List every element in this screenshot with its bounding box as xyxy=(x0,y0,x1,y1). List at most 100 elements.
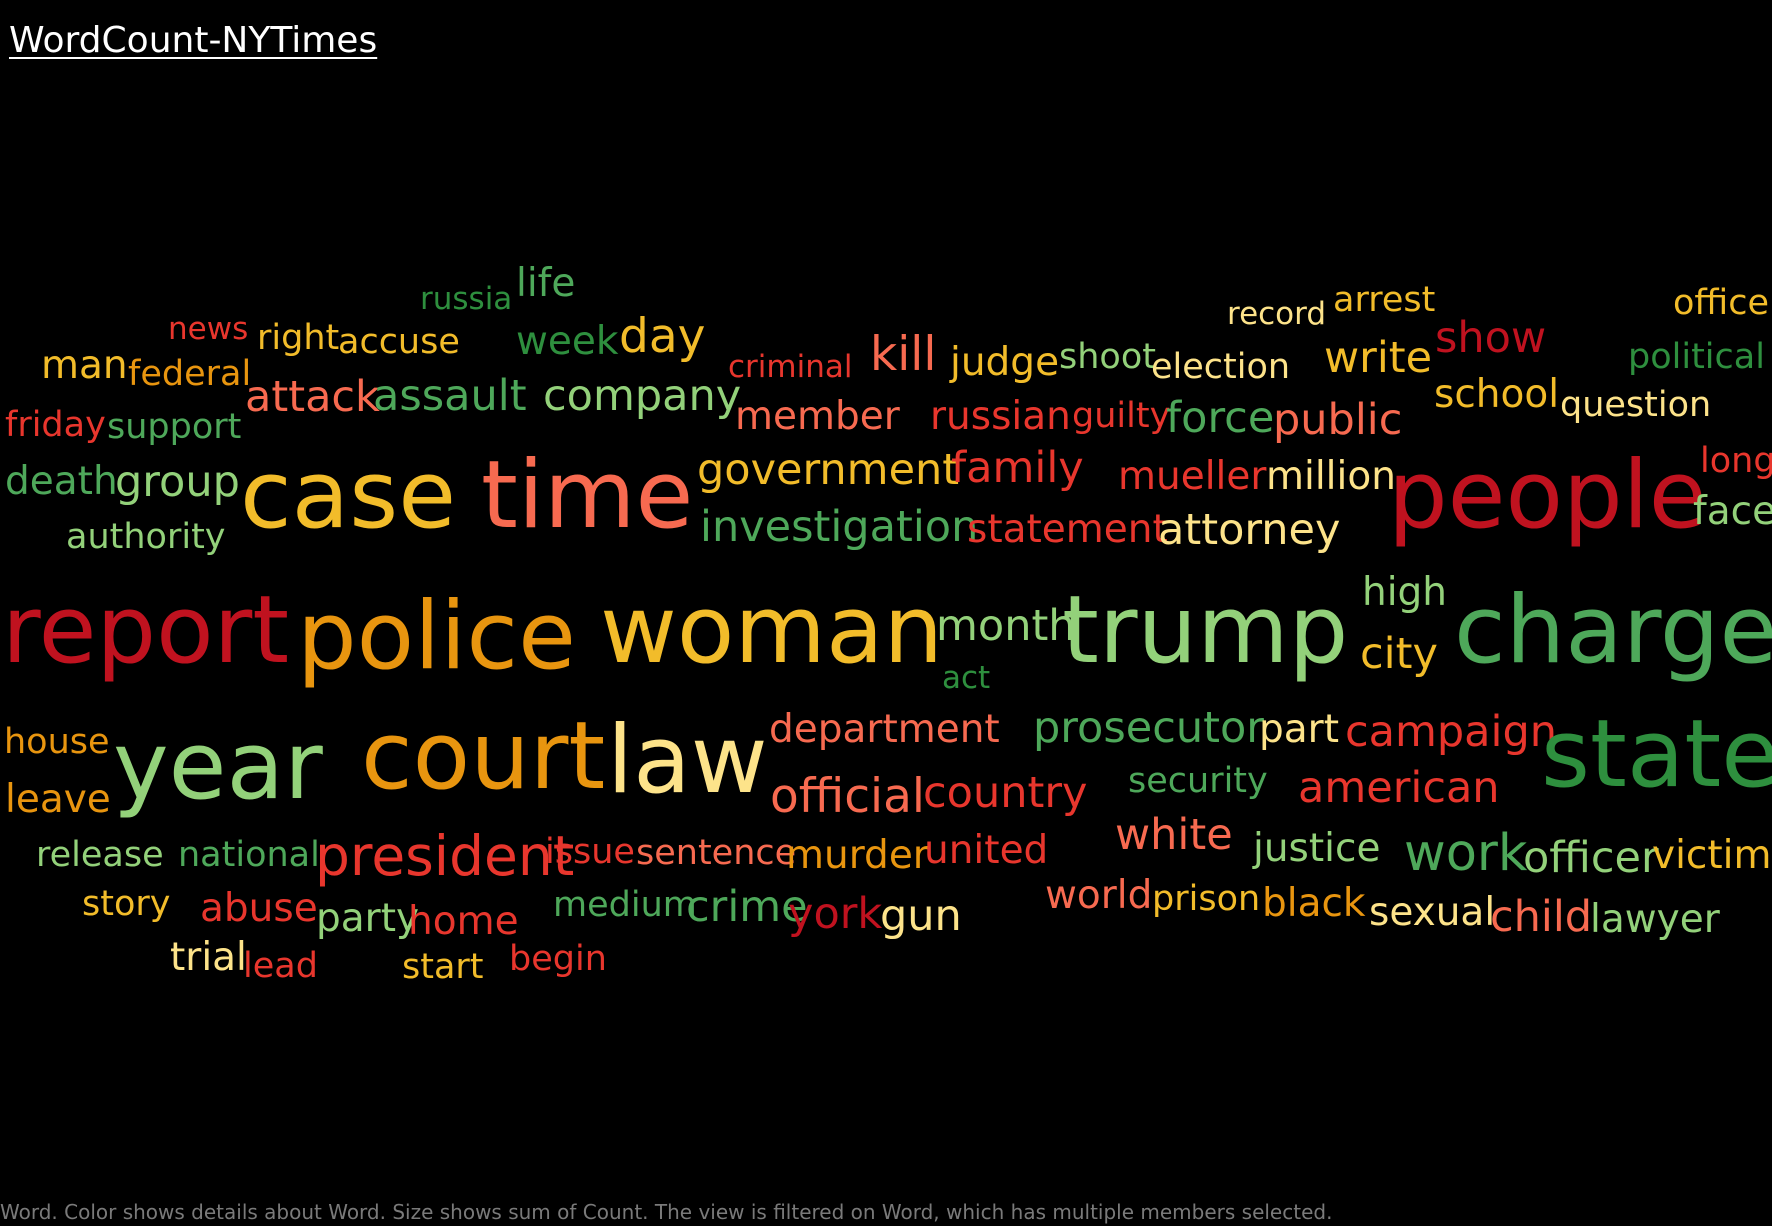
word-murder[interactable]: murder xyxy=(786,833,929,878)
word-house[interactable]: house xyxy=(4,722,110,762)
word-attorney[interactable]: attorney xyxy=(1158,505,1341,555)
word-sentence[interactable]: sentence xyxy=(636,833,797,873)
word-home[interactable]: home xyxy=(408,899,519,944)
word-campaign[interactable]: campaign xyxy=(1345,707,1558,757)
word-abuse[interactable]: abuse xyxy=(200,886,318,931)
word-official[interactable]: official xyxy=(770,769,925,824)
word-man[interactable]: man xyxy=(41,343,128,388)
word-investigation[interactable]: investigation xyxy=(700,502,979,552)
word-national[interactable]: national xyxy=(178,835,320,875)
word-guilty[interactable]: guilty xyxy=(1072,396,1171,436)
word-department[interactable]: department xyxy=(769,707,1000,752)
word-white[interactable]: white xyxy=(1115,810,1233,860)
word-york[interactable]: york xyxy=(788,889,883,939)
word-kill[interactable]: kill xyxy=(870,327,937,382)
word-group[interactable]: group xyxy=(115,457,240,507)
word-part[interactable]: part xyxy=(1259,707,1339,752)
word-life[interactable]: life xyxy=(516,261,576,306)
word-president[interactable]: president xyxy=(315,824,575,888)
word-accuse[interactable]: accuse xyxy=(338,322,460,362)
word-face[interactable]: face xyxy=(1693,489,1772,534)
word-state[interactable]: state xyxy=(1541,700,1772,809)
word-case[interactable]: case xyxy=(240,441,457,550)
word-authority[interactable]: authority xyxy=(66,517,226,557)
word-school[interactable]: school xyxy=(1434,372,1560,417)
word-start[interactable]: start xyxy=(402,947,484,987)
word-attack[interactable]: attack xyxy=(245,372,380,422)
word-government[interactable]: government xyxy=(697,445,960,495)
word-security[interactable]: security xyxy=(1128,761,1268,801)
word-statement[interactable]: statement xyxy=(967,507,1168,552)
word-story[interactable]: story xyxy=(82,884,171,924)
word-crime[interactable]: crime xyxy=(686,882,808,932)
word-medium[interactable]: medium xyxy=(553,885,697,925)
word-write[interactable]: write xyxy=(1324,333,1433,383)
word-shoot[interactable]: shoot xyxy=(1059,337,1156,377)
word-mueller[interactable]: mueller xyxy=(1118,454,1267,499)
word-act[interactable]: act xyxy=(942,660,991,696)
word-justice[interactable]: justice xyxy=(1253,826,1381,871)
word-assault[interactable]: assault xyxy=(373,371,527,421)
word-company[interactable]: company xyxy=(543,371,742,421)
word-prosecutor[interactable]: prosecutor xyxy=(1033,703,1264,753)
word-release[interactable]: release xyxy=(36,835,164,875)
word-record[interactable]: record xyxy=(1227,296,1327,332)
word-united[interactable]: united xyxy=(924,828,1049,873)
word-leave[interactable]: leave xyxy=(5,777,111,822)
word-trial[interactable]: trial xyxy=(170,935,247,980)
word-week[interactable]: week xyxy=(516,319,619,364)
word-officer[interactable]: officer xyxy=(1523,833,1659,883)
word-charge[interactable]: charge xyxy=(1454,576,1772,685)
word-woman[interactable]: woman xyxy=(600,576,944,685)
word-arrest[interactable]: arrest xyxy=(1333,280,1436,320)
word-law[interactable]: law xyxy=(607,706,768,815)
word-judge[interactable]: judge xyxy=(950,340,1060,385)
word-city[interactable]: city xyxy=(1360,629,1438,679)
word-child[interactable]: child xyxy=(1490,892,1593,942)
word-lead[interactable]: lead xyxy=(243,946,318,986)
word-sexual[interactable]: sexual xyxy=(1369,890,1496,935)
word-family[interactable]: family xyxy=(951,443,1084,493)
word-federal[interactable]: federal xyxy=(128,354,252,394)
word-russia[interactable]: russia xyxy=(420,281,513,317)
word-day[interactable]: day xyxy=(619,309,706,364)
word-force[interactable]: force xyxy=(1166,393,1275,443)
word-support[interactable]: support xyxy=(107,407,242,447)
word-million[interactable]: million xyxy=(1266,454,1396,499)
word-member[interactable]: member xyxy=(735,394,900,439)
word-court[interactable]: court xyxy=(361,702,606,811)
word-year[interactable]: year xyxy=(113,712,323,821)
word-long[interactable]: long xyxy=(1700,441,1772,481)
word-begin[interactable]: begin xyxy=(509,939,607,979)
word-prison[interactable]: prison xyxy=(1152,879,1261,919)
word-black[interactable]: black xyxy=(1262,881,1366,926)
word-public[interactable]: public xyxy=(1273,395,1403,445)
word-trump[interactable]: trump xyxy=(1062,576,1349,685)
word-month[interactable]: month xyxy=(936,601,1076,651)
word-friday[interactable]: friday xyxy=(5,405,106,445)
word-election[interactable]: election xyxy=(1151,347,1291,387)
word-police[interactable]: police xyxy=(297,582,576,691)
word-time[interactable]: time xyxy=(481,441,694,550)
word-news[interactable]: news xyxy=(168,311,249,347)
word-criminal[interactable]: criminal xyxy=(728,349,853,385)
word-gun[interactable]: gun xyxy=(880,891,962,941)
word-right[interactable]: right xyxy=(257,318,340,358)
word-world[interactable]: world xyxy=(1045,873,1153,918)
word-report[interactable]: report xyxy=(2,576,290,685)
word-lawyer[interactable]: lawyer xyxy=(1590,897,1720,942)
word-russian[interactable]: russian xyxy=(930,394,1071,439)
word-high[interactable]: high xyxy=(1362,570,1448,615)
word-american[interactable]: american xyxy=(1298,763,1500,813)
word-work[interactable]: work xyxy=(1404,824,1528,883)
word-country[interactable]: country xyxy=(923,768,1088,818)
word-political[interactable]: political xyxy=(1628,337,1765,377)
word-victim[interactable]: victim xyxy=(1652,833,1772,878)
word-party[interactable]: party xyxy=(316,896,420,941)
word-issue[interactable]: issue xyxy=(545,832,635,872)
word-question[interactable]: question xyxy=(1560,385,1712,425)
word-show[interactable]: show xyxy=(1435,313,1547,363)
word-death[interactable]: death xyxy=(5,459,118,504)
word-office[interactable]: office xyxy=(1673,283,1770,323)
word-people[interactable]: people xyxy=(1388,441,1707,550)
